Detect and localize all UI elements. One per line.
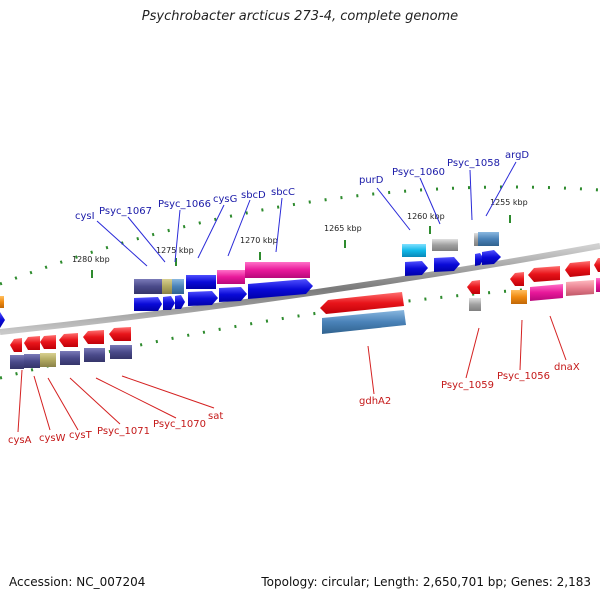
cds-arrow-dnaX[interactable]: [528, 266, 560, 282]
cds-arrow-psyc1071[interactable]: [59, 333, 78, 347]
cog-box-cysW[interactable]: [24, 354, 40, 368]
cds-arrow-psyc1059[interactable]: [467, 280, 480, 294]
cog-box-psyc1071[interactable]: [60, 351, 80, 365]
cog-box-sat[interactable]: [110, 345, 132, 359]
cog-box-psyc1070[interactable]: [84, 348, 105, 362]
gene-label-psyc1056[interactable]: Psyc_1056: [497, 371, 550, 382]
gene-label-psyc1071[interactable]: Psyc_1071: [97, 426, 150, 437]
scale-label-1270: 1270 kbp: [240, 236, 278, 245]
cds-arrow-edge-right-1[interactable]: [565, 261, 590, 277]
cog-box-psyc1056[interactable]: [511, 290, 527, 304]
gene-label-gdhA2[interactable]: gdhA2: [359, 396, 391, 407]
reverse-cog-row: [10, 278, 600, 369]
cds-arrow-cysT[interactable]: [40, 335, 56, 349]
cog-box-psyc1059[interactable]: [469, 298, 481, 311]
cog-box-edge-right-2[interactable]: [596, 278, 600, 292]
cds-arrow-psyc1070[interactable]: [83, 330, 104, 344]
scale-label-1265: 1265 kbp: [324, 224, 362, 233]
gene-label-cysG[interactable]: cysG: [213, 194, 237, 205]
cog-box-sbcD[interactable]: [217, 270, 245, 284]
forward-gene-labels: cysI Psyc_1067 Psyc_1066 cysG sbcD sbcC …: [75, 150, 529, 222]
gene-label-psyc1060[interactable]: Psyc_1060: [392, 167, 445, 178]
reverse-leader-lines: [17, 315, 567, 433]
reverse-gene-labels: cysA cysW cysT Psyc_1071 Psyc_1070 sat g…: [8, 362, 580, 446]
gene-label-sbcC[interactable]: sbcC: [271, 187, 295, 198]
gene-label-psyc1070[interactable]: Psyc_1070: [153, 419, 206, 430]
cds-arrow-sbcD[interactable]: [219, 287, 247, 302]
gene-label-psyc1058[interactable]: Psyc_1058: [447, 158, 500, 169]
forward-cog-row: [0, 232, 499, 308]
cog-box-sbcC[interactable]: [245, 262, 310, 278]
cog-box-purD[interactable]: [402, 244, 426, 257]
scale-major-ticks: [91, 215, 511, 278]
reverse-cds-row: [10, 258, 600, 352]
cog-box-argD[interactable]: [478, 232, 499, 246]
gene-label-dnaX[interactable]: dnaX: [554, 362, 580, 373]
cog-box-gdhA2[interactable]: [322, 310, 406, 334]
cds-arrow-argD[interactable]: [482, 250, 501, 265]
forward-cds-row: [0, 250, 501, 328]
cds-arrow-cysG[interactable]: [188, 291, 218, 306]
gene-label-cysT[interactable]: cysT: [69, 430, 93, 441]
cds-arrow-sat[interactable]: [109, 327, 131, 341]
cog-box-edge-left[interactable]: [0, 296, 4, 308]
cds-arrow-psyc1056[interactable]: [510, 272, 524, 286]
cds-arrow-psyc1066[interactable]: [175, 295, 185, 309]
gene-label-cysA[interactable]: cysA: [8, 435, 32, 446]
cog-box-cysI[interactable]: [134, 279, 162, 294]
cog-box-cysG[interactable]: [186, 275, 216, 289]
cog-box-cysA[interactable]: [10, 355, 24, 369]
accession-label: Accession: NC_007204: [9, 575, 146, 589]
gene-label-psyc1059[interactable]: Psyc_1059: [441, 380, 494, 391]
cog-box-cysT[interactable]: [40, 353, 56, 367]
gene-label-psyc1066[interactable]: Psyc_1066: [158, 199, 211, 210]
map-title: Psychrobacter arcticus 273-4, complete g…: [141, 9, 459, 24]
gene-label-sbcD[interactable]: sbcD: [241, 190, 266, 201]
gene-label-cysI[interactable]: cysI: [75, 211, 95, 222]
gene-label-argD[interactable]: argD: [505, 150, 529, 161]
scale-label-1275: 1275 kbp: [156, 246, 194, 255]
outer-tick-track: [0, 185, 600, 286]
scale-label-1255: 1255 kbp: [490, 198, 528, 207]
forward-leader-lines: [96, 161, 517, 267]
scale-label-1260: 1260 kbp: [407, 212, 445, 221]
cds-arrow-cysI[interactable]: [134, 297, 162, 311]
cog-box-psyc1058[interactable]: [474, 233, 478, 246]
cog-box-psyc1066[interactable]: [172, 279, 184, 294]
gene-label-cysW[interactable]: cysW: [39, 433, 66, 444]
cog-box-psyc1060[interactable]: [432, 239, 458, 251]
cds-arrow-edge-left[interactable]: [0, 312, 5, 328]
scale-label-1280: 1280 kbp: [72, 255, 110, 264]
cds-arrow-cysA[interactable]: [10, 338, 22, 352]
cds-arrow-gdhA2[interactable]: [320, 292, 404, 314]
gene-label-psyc1067[interactable]: Psyc_1067: [99, 206, 152, 217]
cog-box-psyc1067[interactable]: [162, 279, 172, 294]
cog-box-edge-right-1[interactable]: [566, 280, 594, 296]
cds-arrow-purD[interactable]: [405, 261, 428, 276]
cog-box-dnaX[interactable]: [530, 284, 563, 301]
cds-arrow-psyc1060[interactable]: [434, 257, 460, 272]
cds-arrow-edge-right-2[interactable]: [594, 258, 600, 272]
cds-arrow-cysW[interactable]: [24, 336, 40, 350]
gene-label-sat[interactable]: sat: [208, 411, 223, 422]
cds-arrow-psyc1058[interactable]: [475, 253, 484, 266]
gene-label-purD[interactable]: purD: [359, 175, 384, 186]
cds-arrow-psyc1067[interactable]: [163, 296, 175, 310]
genome-summary: Topology: circular; Length: 2,650,701 bp…: [261, 575, 591, 589]
cds-arrow-sbcC[interactable]: [248, 279, 313, 299]
